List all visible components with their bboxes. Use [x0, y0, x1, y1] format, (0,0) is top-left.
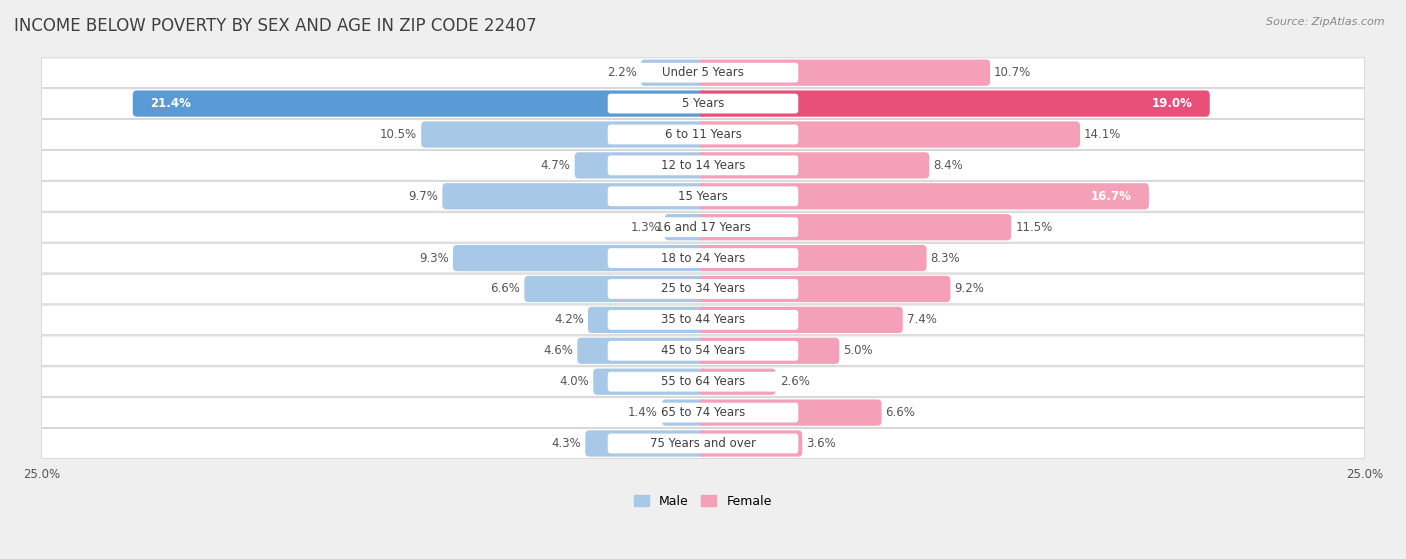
- FancyBboxPatch shape: [699, 183, 1149, 210]
- Text: 3.6%: 3.6%: [806, 437, 837, 450]
- FancyBboxPatch shape: [641, 60, 707, 86]
- FancyBboxPatch shape: [699, 60, 990, 86]
- FancyBboxPatch shape: [699, 214, 1011, 240]
- Legend: Male, Female: Male, Female: [630, 490, 776, 513]
- FancyBboxPatch shape: [662, 400, 707, 426]
- FancyBboxPatch shape: [699, 307, 903, 333]
- FancyBboxPatch shape: [607, 310, 799, 330]
- Text: 10.5%: 10.5%: [380, 128, 418, 141]
- FancyBboxPatch shape: [699, 245, 927, 271]
- Text: 16 and 17 Years: 16 and 17 Years: [655, 221, 751, 234]
- Text: 1.4%: 1.4%: [628, 406, 658, 419]
- Text: 2.2%: 2.2%: [607, 66, 637, 79]
- Text: 6 to 11 Years: 6 to 11 Years: [665, 128, 741, 141]
- Text: 9.7%: 9.7%: [409, 190, 439, 203]
- FancyBboxPatch shape: [41, 367, 1365, 396]
- Text: 5 Years: 5 Years: [682, 97, 724, 110]
- FancyBboxPatch shape: [699, 121, 1080, 148]
- FancyBboxPatch shape: [607, 248, 799, 268]
- Text: 21.4%: 21.4%: [150, 97, 191, 110]
- Text: 4.6%: 4.6%: [544, 344, 574, 357]
- Text: 45 to 54 Years: 45 to 54 Years: [661, 344, 745, 357]
- FancyBboxPatch shape: [607, 186, 799, 206]
- Text: 7.4%: 7.4%: [907, 314, 936, 326]
- Text: 4.0%: 4.0%: [560, 375, 589, 388]
- Text: 1.3%: 1.3%: [631, 221, 661, 234]
- Text: 6.6%: 6.6%: [886, 406, 915, 419]
- FancyBboxPatch shape: [699, 91, 1209, 117]
- Text: 5.0%: 5.0%: [844, 344, 873, 357]
- Text: 9.2%: 9.2%: [955, 282, 984, 296]
- FancyBboxPatch shape: [607, 155, 799, 176]
- FancyBboxPatch shape: [41, 182, 1365, 211]
- FancyBboxPatch shape: [607, 372, 799, 392]
- Text: 9.3%: 9.3%: [419, 252, 449, 264]
- FancyBboxPatch shape: [607, 94, 799, 113]
- FancyBboxPatch shape: [699, 276, 950, 302]
- FancyBboxPatch shape: [607, 217, 799, 237]
- FancyBboxPatch shape: [578, 338, 707, 364]
- FancyBboxPatch shape: [41, 336, 1365, 366]
- Text: 35 to 44 Years: 35 to 44 Years: [661, 314, 745, 326]
- Text: 8.3%: 8.3%: [931, 252, 960, 264]
- FancyBboxPatch shape: [585, 430, 707, 457]
- FancyBboxPatch shape: [41, 212, 1365, 242]
- FancyBboxPatch shape: [575, 152, 707, 178]
- Text: 11.5%: 11.5%: [1015, 221, 1053, 234]
- Text: 4.2%: 4.2%: [554, 314, 583, 326]
- Text: 14.1%: 14.1%: [1084, 128, 1122, 141]
- FancyBboxPatch shape: [588, 307, 707, 333]
- FancyBboxPatch shape: [699, 152, 929, 178]
- FancyBboxPatch shape: [593, 368, 707, 395]
- Text: 8.4%: 8.4%: [934, 159, 963, 172]
- Text: Source: ZipAtlas.com: Source: ZipAtlas.com: [1267, 17, 1385, 27]
- FancyBboxPatch shape: [41, 150, 1365, 180]
- FancyBboxPatch shape: [607, 63, 799, 83]
- Text: 12 to 14 Years: 12 to 14 Years: [661, 159, 745, 172]
- Text: INCOME BELOW POVERTY BY SEX AND AGE IN ZIP CODE 22407: INCOME BELOW POVERTY BY SEX AND AGE IN Z…: [14, 17, 537, 35]
- Text: 4.7%: 4.7%: [541, 159, 571, 172]
- Text: Under 5 Years: Under 5 Years: [662, 66, 744, 79]
- FancyBboxPatch shape: [607, 402, 799, 423]
- FancyBboxPatch shape: [699, 400, 882, 426]
- FancyBboxPatch shape: [607, 434, 799, 453]
- FancyBboxPatch shape: [41, 429, 1365, 458]
- FancyBboxPatch shape: [132, 91, 707, 117]
- FancyBboxPatch shape: [699, 338, 839, 364]
- Text: 6.6%: 6.6%: [491, 282, 520, 296]
- Text: 19.0%: 19.0%: [1152, 97, 1192, 110]
- Text: 25 to 34 Years: 25 to 34 Years: [661, 282, 745, 296]
- FancyBboxPatch shape: [41, 274, 1365, 304]
- FancyBboxPatch shape: [607, 341, 799, 361]
- FancyBboxPatch shape: [41, 120, 1365, 149]
- Text: 55 to 64 Years: 55 to 64 Years: [661, 375, 745, 388]
- Text: 75 Years and over: 75 Years and over: [650, 437, 756, 450]
- Text: 16.7%: 16.7%: [1091, 190, 1132, 203]
- FancyBboxPatch shape: [699, 368, 776, 395]
- Text: 4.3%: 4.3%: [551, 437, 581, 450]
- Text: 2.6%: 2.6%: [780, 375, 810, 388]
- Text: 18 to 24 Years: 18 to 24 Years: [661, 252, 745, 264]
- FancyBboxPatch shape: [453, 245, 707, 271]
- FancyBboxPatch shape: [443, 183, 707, 210]
- FancyBboxPatch shape: [41, 58, 1365, 88]
- Text: 65 to 74 Years: 65 to 74 Years: [661, 406, 745, 419]
- Text: 10.7%: 10.7%: [994, 66, 1032, 79]
- FancyBboxPatch shape: [607, 125, 799, 144]
- FancyBboxPatch shape: [699, 430, 803, 457]
- FancyBboxPatch shape: [41, 305, 1365, 335]
- FancyBboxPatch shape: [422, 121, 707, 148]
- FancyBboxPatch shape: [41, 243, 1365, 273]
- Text: 15 Years: 15 Years: [678, 190, 728, 203]
- FancyBboxPatch shape: [524, 276, 707, 302]
- FancyBboxPatch shape: [41, 89, 1365, 119]
- FancyBboxPatch shape: [665, 214, 707, 240]
- FancyBboxPatch shape: [41, 398, 1365, 428]
- FancyBboxPatch shape: [607, 279, 799, 299]
